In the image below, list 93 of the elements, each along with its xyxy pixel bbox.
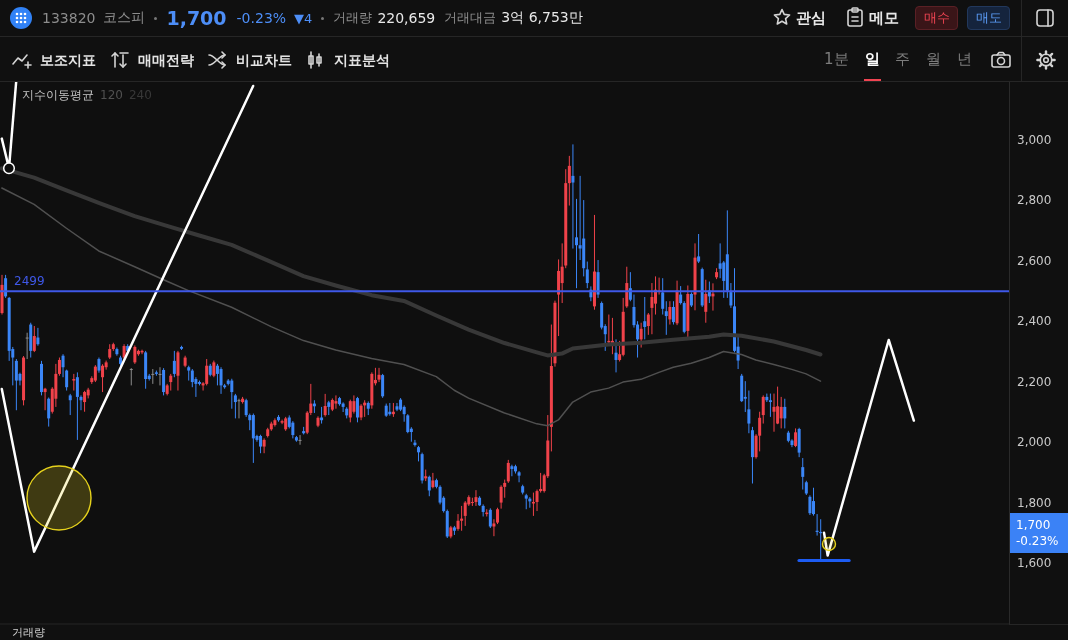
- candlestick: [36, 327, 40, 347]
- candlestick: [101, 363, 105, 393]
- candlestick: [661, 277, 665, 316]
- candlestick: [219, 366, 223, 395]
- text: -0.23%: [1016, 533, 1060, 550]
- line-series: [1, 187, 822, 427]
- text: 지표분석: [334, 51, 390, 69]
- text: 비교차트: [236, 51, 292, 69]
- legend-title: 지수이동평균: [22, 88, 94, 102]
- text: 120: [100, 88, 123, 102]
- candlestick: [158, 366, 162, 386]
- text: 일: [865, 50, 880, 68]
- candlestick: [172, 350, 176, 378]
- candlestick: [614, 338, 618, 373]
- candlestick: [47, 397, 51, 428]
- candlestick: [262, 437, 266, 454]
- candlestick: [474, 489, 478, 507]
- text: 월: [926, 50, 941, 68]
- candlestick: [772, 393, 776, 433]
- candlestick: [797, 427, 801, 458]
- y-tick-label: 2,600: [1017, 253, 1052, 268]
- candlestick: [377, 367, 381, 383]
- text: 거래량: [12, 626, 45, 639]
- candlestick: [506, 459, 510, 484]
- candlestick: [679, 285, 683, 306]
- text: 3억 6,753만: [501, 9, 583, 27]
- text: 220,659: [377, 10, 436, 26]
- candlestick: [334, 394, 338, 410]
- candlestick: [596, 259, 600, 299]
- candlestick: [395, 402, 399, 412]
- candlestick: [341, 401, 345, 413]
- text: 1,700: [1016, 517, 1052, 534]
- candlestick: [273, 417, 277, 428]
- candlestick: [25, 332, 29, 360]
- text: 거래대금: [444, 9, 497, 27]
- text: 1분: [824, 50, 849, 68]
- candlestick: [298, 434, 302, 446]
- candlestick: [129, 367, 133, 386]
- candlestick: [352, 394, 356, 415]
- text: 매매전략: [138, 51, 194, 69]
- text: 년: [957, 50, 972, 68]
- candlestick: [499, 484, 503, 510]
- buy-button: 매수: [915, 6, 958, 30]
- candlestick: [355, 396, 359, 423]
- y-tick-label: 1,800: [1017, 495, 1052, 510]
- y-tick-label: 2,200: [1017, 374, 1052, 389]
- y-tick-label: 3,000: [1017, 132, 1052, 147]
- candlestick: [639, 322, 643, 349]
- text: 관심: [796, 9, 826, 27]
- candlestick: [697, 233, 701, 264]
- text: 메모: [869, 9, 899, 27]
- text: 코스피: [103, 9, 146, 27]
- text: 133820: [42, 10, 96, 26]
- candlestick: [779, 396, 783, 429]
- candlestick: [43, 387, 47, 411]
- candlestick: [585, 261, 589, 289]
- candlestick: [557, 258, 561, 337]
- y-tick-label: 2,800: [1017, 193, 1052, 208]
- candlestick: [323, 393, 327, 418]
- candlestick: [794, 427, 798, 448]
- candlestick: [761, 394, 765, 425]
- text: 1,700: [166, 7, 227, 29]
- y-tick-label: 1,600: [1017, 556, 1052, 571]
- candlestick: [176, 350, 180, 392]
- text: -0.23%: [236, 10, 287, 26]
- candlestick: [650, 282, 654, 335]
- text: 보조지표: [40, 51, 96, 69]
- candlestick: [517, 470, 521, 483]
- text: 주: [895, 50, 910, 68]
- candlestick: [381, 373, 385, 399]
- candlestick: [808, 494, 812, 516]
- candlestick: [233, 393, 237, 419]
- candlestick: [664, 300, 668, 336]
- sell-button: 매도: [967, 6, 1010, 30]
- text: 거래량: [333, 9, 373, 27]
- y-tick-label: 2,000: [1017, 435, 1052, 450]
- ref-line-label: 2499: [14, 274, 45, 289]
- candlestick: [567, 155, 571, 207]
- candlestick: [14, 358, 18, 411]
- text: ▼4: [294, 10, 313, 26]
- candlestick: [230, 378, 234, 410]
- candlestick: [237, 398, 241, 419]
- candlestick: [68, 393, 72, 416]
- candlestick: [460, 505, 464, 532]
- candlestick: [812, 487, 816, 517]
- candlestick: [259, 434, 263, 454]
- y-tick-label: 2,400: [1017, 314, 1052, 329]
- candlestick: [427, 475, 431, 497]
- candlestick: [32, 325, 36, 353]
- candlestick: [801, 457, 805, 491]
- candlestick: [783, 398, 787, 429]
- candlestick: [83, 390, 87, 413]
- candlestick: [571, 143, 575, 250]
